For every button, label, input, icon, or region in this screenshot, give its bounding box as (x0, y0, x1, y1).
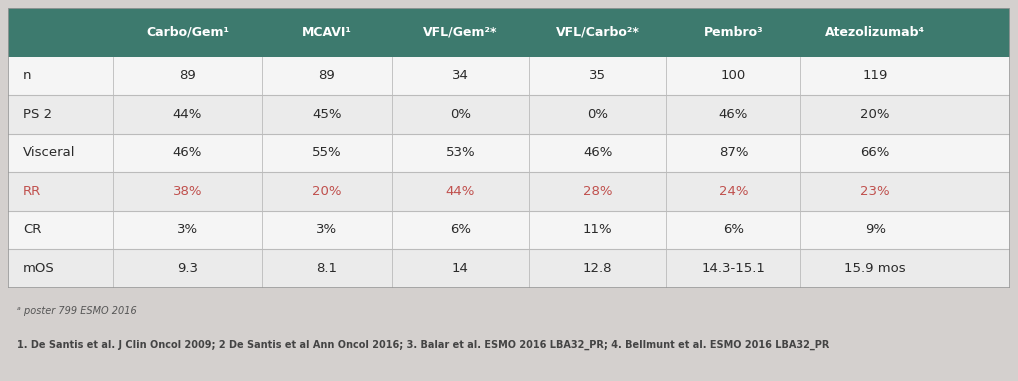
Text: 46%: 46% (719, 108, 748, 121)
Text: CR: CR (23, 223, 42, 236)
Text: 6%: 6% (450, 223, 471, 236)
Text: 3%: 3% (177, 223, 199, 236)
Text: 0%: 0% (450, 108, 471, 121)
Text: 66%: 66% (860, 146, 890, 159)
Text: 9.3: 9.3 (177, 262, 197, 275)
Text: 14: 14 (452, 262, 469, 275)
Text: 24%: 24% (719, 185, 748, 198)
Text: 89: 89 (319, 69, 335, 82)
Text: 12.8: 12.8 (583, 262, 613, 275)
Text: PS 2: PS 2 (23, 108, 52, 121)
Bar (8, 95, 1010, 134)
Text: 35: 35 (589, 69, 606, 82)
Text: 0%: 0% (587, 108, 608, 121)
Text: n: n (23, 69, 32, 82)
Bar (8, 211, 1010, 249)
Text: 11%: 11% (583, 223, 613, 236)
Text: 87%: 87% (719, 146, 748, 159)
Text: 8.1: 8.1 (317, 262, 337, 275)
Text: 46%: 46% (583, 146, 613, 159)
Text: 46%: 46% (173, 146, 203, 159)
Text: 14.3-15.1: 14.3-15.1 (701, 262, 766, 275)
Text: 34: 34 (452, 69, 469, 82)
Text: 28%: 28% (583, 185, 613, 198)
Text: mOS: mOS (23, 262, 55, 275)
Bar (8, 8, 1010, 57)
Bar (8, 249, 1010, 288)
Text: 119: 119 (862, 69, 888, 82)
Text: 1. De Santis et al. J Clin Oncol 2009; 2 De Santis et al Ann Oncol 2016; 3. Bala: 1. De Santis et al. J Clin Oncol 2009; 2… (17, 339, 830, 350)
Text: 44%: 44% (173, 108, 203, 121)
Text: 44%: 44% (446, 185, 475, 198)
Text: VFL/Gem²*: VFL/Gem²* (423, 26, 498, 38)
Text: ᵃ poster 799 ESMO 2016: ᵃ poster 799 ESMO 2016 (17, 306, 137, 316)
Text: Pembro³: Pembro³ (703, 26, 764, 38)
Text: 23%: 23% (860, 185, 890, 198)
Bar (8, 134, 1010, 172)
Text: 3%: 3% (317, 223, 337, 236)
Text: Carbo/Gem¹: Carbo/Gem¹ (146, 26, 229, 38)
Text: 55%: 55% (312, 146, 341, 159)
Text: 20%: 20% (312, 185, 341, 198)
Text: 38%: 38% (173, 185, 203, 198)
Text: Atezolizumab⁴: Atezolizumab⁴ (826, 26, 925, 38)
Text: 6%: 6% (723, 223, 744, 236)
Text: 20%: 20% (860, 108, 890, 121)
Text: MCAVI¹: MCAVI¹ (301, 26, 351, 38)
Text: VFL/Carbo²*: VFL/Carbo²* (556, 26, 639, 38)
Text: 100: 100 (721, 69, 746, 82)
Text: 45%: 45% (312, 108, 341, 121)
Bar (8, 57, 1010, 95)
Text: 53%: 53% (446, 146, 475, 159)
Bar (8, 172, 1010, 211)
Text: RR: RR (23, 185, 42, 198)
Text: Visceral: Visceral (23, 146, 75, 159)
Text: 89: 89 (179, 69, 195, 82)
Text: 15.9 mos: 15.9 mos (844, 262, 906, 275)
Text: 9%: 9% (864, 223, 886, 236)
